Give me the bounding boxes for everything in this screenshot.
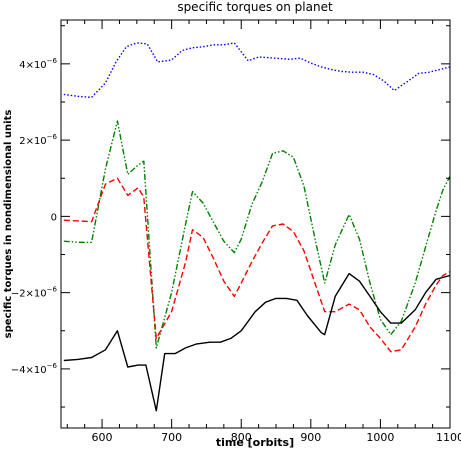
- series-line-3: [63, 177, 451, 353]
- x-tick-label: 900: [300, 431, 321, 444]
- y-tick-label: 4×10−6: [19, 57, 57, 71]
- x-axis-label: time [orbits]: [216, 436, 294, 449]
- series-line-4: [63, 272, 451, 412]
- series-line-1: [63, 42, 451, 99]
- tick-layer: 600 700 800 900 1000 1100 4×10−6 2×10−6 0 −2×10−6…: [11, 20, 461, 444]
- chart-title: specific torques on planet: [177, 0, 333, 14]
- y-tick-label: −4×10−6: [11, 362, 58, 376]
- x-tick-label: 1100: [436, 431, 461, 444]
- series-line-2: [63, 120, 451, 349]
- plot-frame: [60, 19, 451, 429]
- y-tick-label: 2×10−6: [19, 133, 57, 147]
- x-tick-label: 800: [231, 431, 252, 444]
- x-tick-label: 700: [161, 431, 182, 444]
- y-tick-label: −2×10−6: [11, 286, 58, 300]
- series-layer: [63, 42, 451, 412]
- y-axis-label: specific torques in nondimensional units: [3, 110, 14, 339]
- x-tick-label: 600: [92, 431, 113, 444]
- y-tick-label: 0: [51, 212, 57, 223]
- x-tick-label: 1000: [366, 431, 394, 444]
